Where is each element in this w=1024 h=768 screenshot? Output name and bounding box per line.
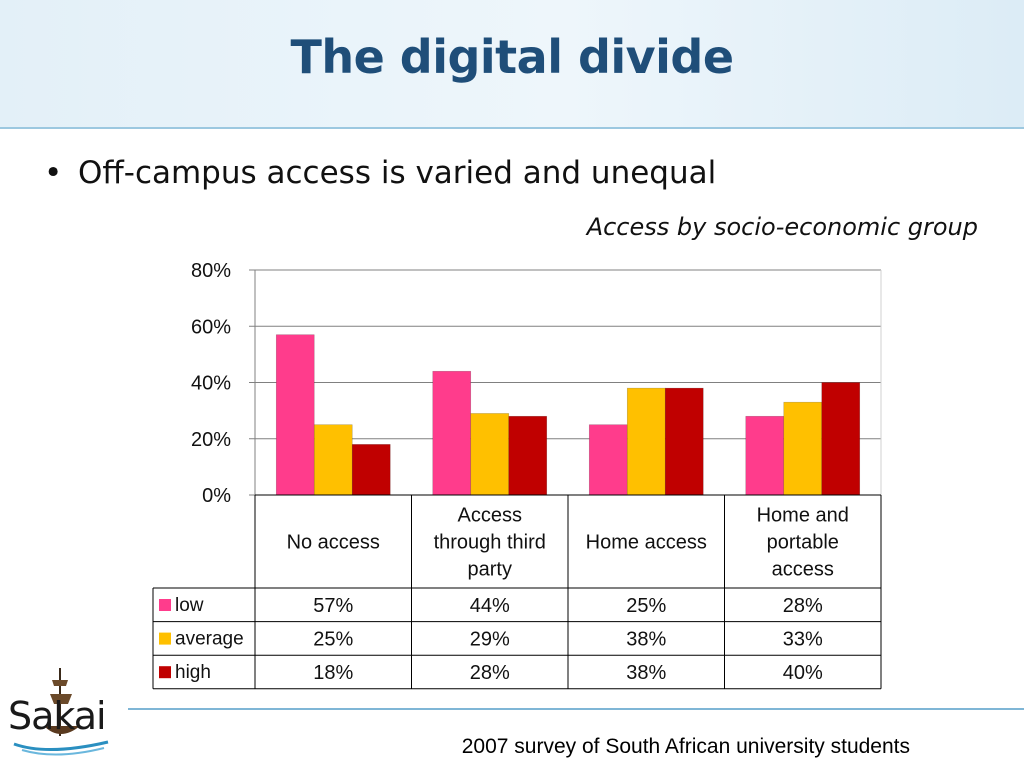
title-band <box>0 0 1024 128</box>
category-label: Access <box>458 505 522 527</box>
chart-title: Access by socio-economic group <box>586 213 978 241</box>
bar-average <box>470 413 510 496</box>
y-tick-label: 20% <box>191 429 231 451</box>
logo-text: Sakai <box>8 694 107 738</box>
table-value: 40% <box>783 662 823 684</box>
category-label: Home access <box>586 532 707 554</box>
slide-title: The digital divide <box>290 30 734 84</box>
category-label: Home and <box>757 505 849 527</box>
bar-low <box>432 370 472 496</box>
footer-divider <box>128 708 1024 710</box>
y-tick-label: 40% <box>191 373 231 395</box>
bar-average <box>313 424 353 496</box>
table-value: 25% <box>313 629 353 651</box>
bar-average <box>626 387 666 496</box>
bar-high <box>508 415 548 496</box>
ship-icon <box>13 668 109 756</box>
table-value: 28% <box>783 595 823 617</box>
y-tick-label: 60% <box>191 316 231 338</box>
table-value: 57% <box>313 595 353 617</box>
table-value: 29% <box>470 629 510 651</box>
bullet-item: • Off-campus access is varied and unequal <box>44 155 716 191</box>
y-tick-label: 80% <box>191 260 231 282</box>
bar-chart: 0% 20% 40% 60% 80% No access Access through thi… <box>152 260 882 690</box>
bar-low <box>745 415 785 496</box>
bar-low <box>588 424 628 496</box>
sakai-logo: Sakai <box>8 664 120 760</box>
table-value: 28% <box>470 662 510 684</box>
bullet-dot-icon: • <box>44 155 63 191</box>
category-label: through third <box>434 532 546 554</box>
legend-label: average <box>175 629 244 650</box>
footer-note: 2007 survey of South African university … <box>461 735 910 758</box>
category-label: No access <box>287 532 380 554</box>
category-label: party <box>468 559 512 581</box>
bar-high <box>664 387 704 496</box>
table-value: 25% <box>626 595 666 617</box>
bar-high <box>351 444 391 496</box>
table-value: 18% <box>313 662 353 684</box>
bar-average <box>783 401 823 496</box>
category-label: portable <box>767 532 839 554</box>
table-value: 44% <box>470 595 510 617</box>
table-value: 33% <box>783 629 823 651</box>
legend-label: low <box>175 595 204 616</box>
legend-key-high <box>159 666 171 679</box>
title-divider <box>0 127 1024 129</box>
bar-high <box>821 382 861 496</box>
bar-low <box>275 334 315 496</box>
legend-key-low <box>159 599 171 611</box>
table-value: 38% <box>626 629 666 651</box>
bullet-text: Off-campus access is varied and unequal <box>78 155 717 191</box>
legend-key-average <box>159 632 171 645</box>
y-tick-label: 0% <box>202 485 231 507</box>
legend-label: high <box>175 662 211 683</box>
category-label: access <box>772 559 834 581</box>
table-value: 38% <box>626 662 666 684</box>
